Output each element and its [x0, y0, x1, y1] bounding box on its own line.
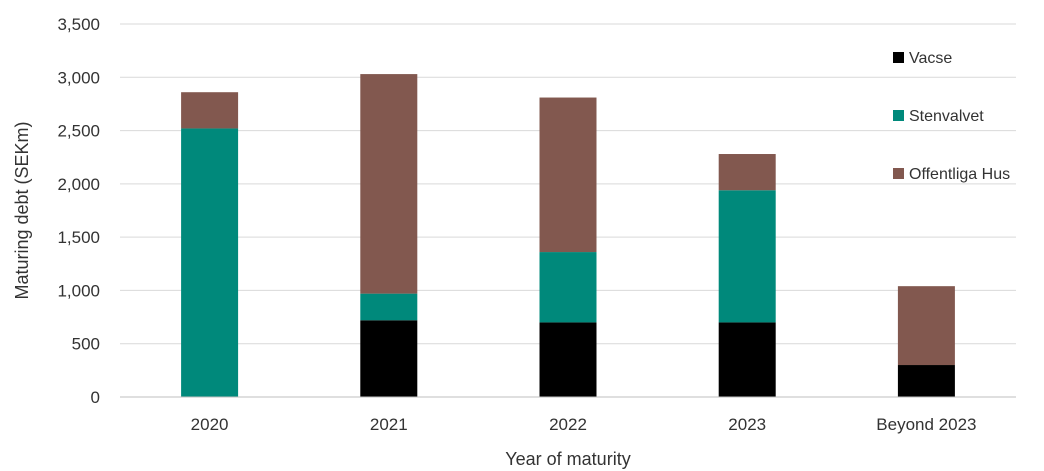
bar-segment-offentliga-hus [360, 74, 418, 294]
x-tick-label: Beyond 2023 [876, 415, 976, 434]
bar-segment-vacse [539, 322, 597, 397]
x-tick-label: 2020 [191, 415, 229, 434]
x-tick-label: 2023 [728, 415, 766, 434]
y-tick-label: 2,500 [57, 122, 100, 141]
bar-segment-vacse [718, 322, 776, 397]
bar-segment-vacse [897, 365, 955, 397]
bar-segment-vacse [360, 320, 418, 397]
bars [181, 74, 955, 397]
bar-segment-stenvalvet [539, 252, 597, 323]
bar-segment-offentliga-hus [718, 154, 776, 191]
bar-segment-offentliga-hus [539, 97, 597, 253]
y-tick-label: 500 [72, 335, 100, 354]
y-axis-title: Maturing debt (SEKm) [12, 121, 32, 299]
bar-segment-offentliga-hus [181, 92, 239, 129]
legend-swatch [893, 168, 904, 179]
bar-segment-offentliga-hus [897, 286, 955, 366]
x-axis-title: Year of maturity [505, 449, 630, 469]
bar-segment-stenvalvet [181, 128, 239, 397]
x-axis-ticks: 2020 2021 2022 2023 Beyond 2023 [191, 415, 977, 434]
x-tick-label: 2021 [370, 415, 408, 434]
bar-segment-stenvalvet [718, 190, 776, 323]
legend-label: Vacse [909, 50, 952, 67]
legend-swatch [893, 52, 904, 63]
y-tick-label: 2,000 [57, 175, 100, 194]
y-tick-label: 1,000 [57, 281, 100, 300]
x-tick-label: 2022 [549, 415, 587, 434]
y-axis-ticks: 0 500 1,000 1,500 2,000 2,500 3,000 3,500 [57, 15, 100, 407]
y-tick-label: 0 [91, 388, 100, 407]
legend-label: Stenvalvet [909, 108, 984, 125]
legend-label: Offentliga Hus [909, 166, 1010, 183]
y-tick-label: 3,500 [57, 15, 100, 34]
y-tick-label: 3,000 [57, 68, 100, 87]
legend: Vacse Stenvalvet Offentliga Hus [893, 50, 1010, 183]
y-tick-label: 1,500 [57, 228, 100, 247]
legend-swatch [893, 110, 904, 121]
bar-segment-stenvalvet [360, 293, 418, 321]
